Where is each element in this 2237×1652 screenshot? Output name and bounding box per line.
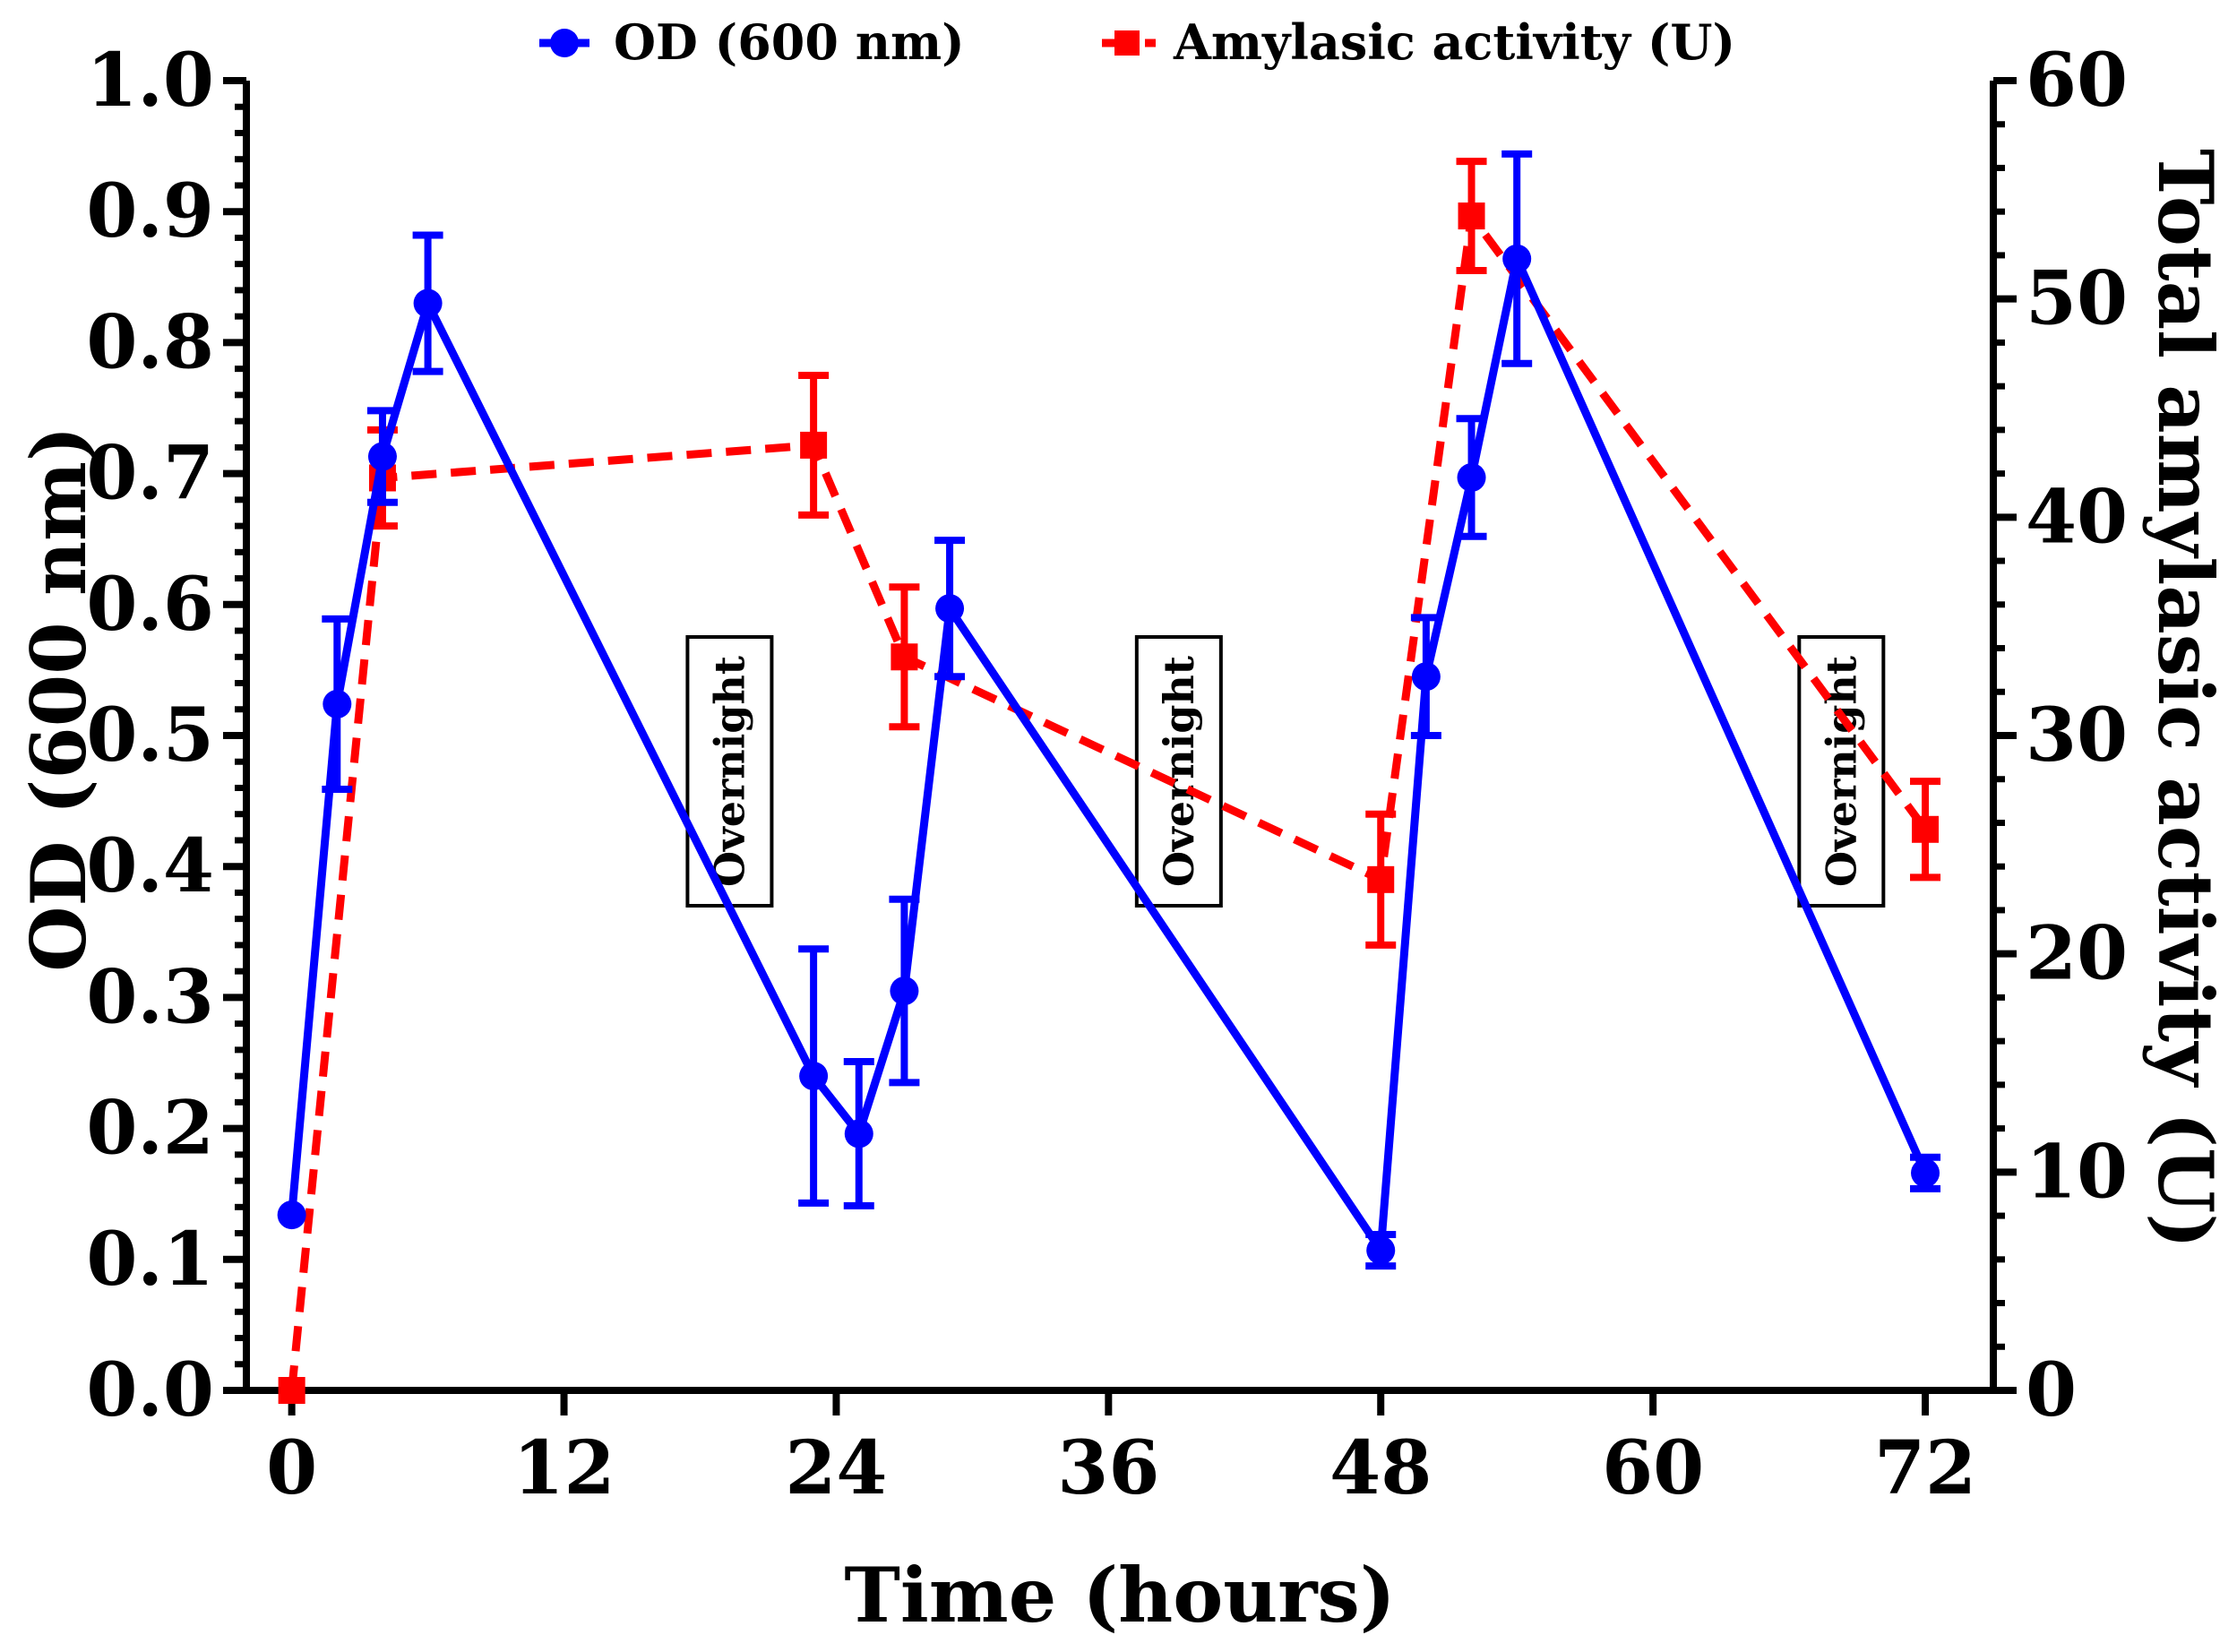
y-tick-label: 0.2: [86, 1086, 214, 1172]
x-tick-label: 72: [1874, 1425, 1976, 1511]
data-point: [278, 1377, 305, 1404]
annotation-label: Overnight: [1155, 655, 1203, 887]
x-tick-label: 24: [785, 1425, 887, 1511]
data-point: [1367, 865, 1395, 893]
legend-item-od: OD (600 nm): [539, 13, 965, 71]
data-point: [799, 1062, 829, 1091]
annotation-box: [1134, 635, 1223, 908]
legend-od-marker: [550, 29, 579, 57]
x-tick-label: 36: [1057, 1425, 1159, 1511]
data-point: [277, 1200, 306, 1230]
y2-tick-label: 0: [2026, 1347, 2077, 1433]
y2-tick-label: 60: [2026, 38, 2128, 124]
y2-tick-label: 10: [2026, 1129, 2128, 1215]
y-axis-title: OD (600 nm): [14, 426, 103, 971]
x-tick-label: 12: [512, 1425, 615, 1511]
data-point: [1912, 815, 1940, 843]
annotations: Overnight Overnight Overnight: [685, 635, 1886, 908]
legend-amylase-marker: [1114, 30, 1140, 56]
x-axis-title: Time (hours): [844, 1551, 1395, 1639]
y-tick-label: 0.3: [86, 954, 214, 1040]
y2-axis-title: Total amylasic activity (U): [2141, 149, 2230, 1249]
series-line: [288, 211, 1929, 1391]
y2-tick-label: 30: [2026, 693, 2128, 779]
y-tick-label: 0.4: [86, 823, 214, 909]
x-tick-label: 60: [1602, 1425, 1704, 1511]
y-tick-label: 0.1: [86, 1217, 214, 1303]
y-tick-label: 0.5: [86, 693, 214, 779]
x-tick-label: 0: [266, 1425, 317, 1511]
annotation-label: Overnight: [705, 655, 753, 887]
legend-item-amylase: Amylasic activity (U): [1102, 13, 1735, 71]
data-point: [1458, 202, 1485, 230]
series-amylasic-activity: [278, 158, 1941, 1404]
data-point: [935, 594, 965, 624]
y-tick-label: 0.7: [86, 431, 214, 517]
right-axis: 0 10 20 30 40 50 60: [1993, 38, 2128, 1433]
data-point: [367, 442, 397, 471]
legend: OD (600 nm) Amylasic activity (U): [539, 13, 1735, 71]
data-point: [1366, 1235, 1396, 1265]
y-tick-label: 0.8: [86, 299, 214, 385]
legend-amylase-label: Amylasic activity (U): [1173, 13, 1735, 71]
data-point: [1457, 462, 1486, 492]
data-point: [890, 977, 919, 1006]
data-point: [1411, 662, 1441, 692]
y2-tick-label: 20: [2026, 911, 2128, 997]
y2-tick-label: 40: [2026, 474, 2128, 560]
data-point: [890, 643, 918, 671]
data-point: [844, 1119, 873, 1149]
x-axis: 0 12 24 36 48 60 72: [266, 1390, 1976, 1511]
data-point: [323, 689, 352, 718]
left-axis: 0.0 0.1 0.2 0.3 0.4 0.5 0.6 0.7 0.8 0.9 1.0: [86, 38, 246, 1433]
data-point: [800, 431, 828, 459]
series-od: [277, 150, 1941, 1270]
series-line: [288, 254, 1930, 1255]
y-tick-label: 1.0: [86, 38, 214, 124]
x-tick-label: 48: [1329, 1425, 1432, 1511]
annotation-overnight: Overnight: [1797, 635, 1886, 908]
annotation-overnight: Overnight: [685, 635, 774, 908]
legend-od-label: OD (600 nm): [614, 13, 965, 71]
plot-area: [277, 150, 1941, 1404]
data-point: [413, 288, 443, 318]
annotation-overnight: Overnight: [1134, 635, 1223, 908]
data-point: [1911, 1158, 1940, 1188]
data-point: [1502, 244, 1532, 273]
y-tick-label: 0.6: [86, 562, 214, 648]
y-tick-label: 0.0: [86, 1347, 214, 1433]
y-tick-label: 0.9: [86, 168, 214, 254]
y2-tick-label: 50: [2026, 256, 2128, 342]
